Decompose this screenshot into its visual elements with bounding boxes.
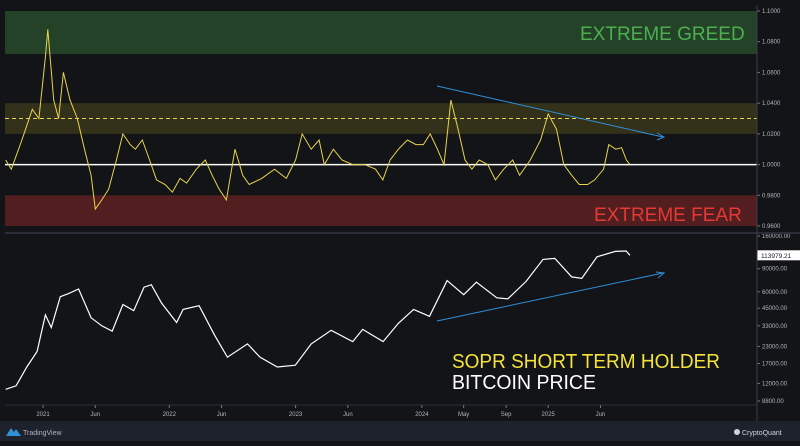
price-y-tick-label: 45000.00 [762,306,788,312]
footer-bar [0,421,800,441]
x-tick-label: May [458,412,469,418]
sopr-y-tick-label: 1.0200 [762,132,781,138]
tradingview-brand[interactable]: TradingView [23,430,62,437]
extreme-fear-label: EXTREME FEAR [594,205,742,226]
x-tick-label: 2025 [542,412,556,418]
x-tick-label: 2022 [163,412,177,418]
price-y-tick-label: 23000.00 [762,344,788,350]
sopr-y-tick-label: 1.0600 [762,70,781,76]
price-y-tick-label: 8800.00 [762,399,784,405]
x-tick-label: Sep [501,412,512,418]
sopr-y-tick-label: 1.0000 [762,163,781,169]
cryptoquant-logo-icon [734,429,740,435]
price-y-tick-label: 33000.00 [762,324,788,330]
x-tick-label: 2023 [289,412,303,418]
x-tick-label: Jun [90,412,100,418]
extreme-greed-label: EXTREME GREED [580,24,745,45]
sopr-y-tick-label: 1.1000 [762,9,781,15]
price-y-tick-label: 60000.00 [762,290,788,296]
price-y-tick-label: 160000.00 [762,234,791,240]
sopr-y-tick-label: 0.9600 [762,224,781,230]
sopr-legend-label: SOPR SHORT TERM HOLDER [452,351,720,373]
sopr-y-tick-label: 1.0400 [762,101,781,107]
x-tick-label: 2021 [36,412,50,418]
price-y-tick-label: 90000.00 [762,267,788,273]
cryptoquant-brand: CryptoQuant [742,430,782,437]
price-y-tick-label: 17000.00 [762,362,788,368]
last-price-value: 113979.21 [761,253,792,260]
x-tick-label: 2024 [415,412,429,418]
price-y-tick-label: 12000.00 [762,381,788,387]
x-tick-label: Jun [217,412,227,418]
x-tick-label: Jun [596,412,606,418]
sopr-y-tick-label: 1.0800 [762,40,781,46]
x-tick-label: Jun [343,412,353,418]
sopr-y-tick-label: 0.9800 [762,193,781,199]
bitcoin-price-legend-label: BITCOIN PRICE [452,372,596,394]
